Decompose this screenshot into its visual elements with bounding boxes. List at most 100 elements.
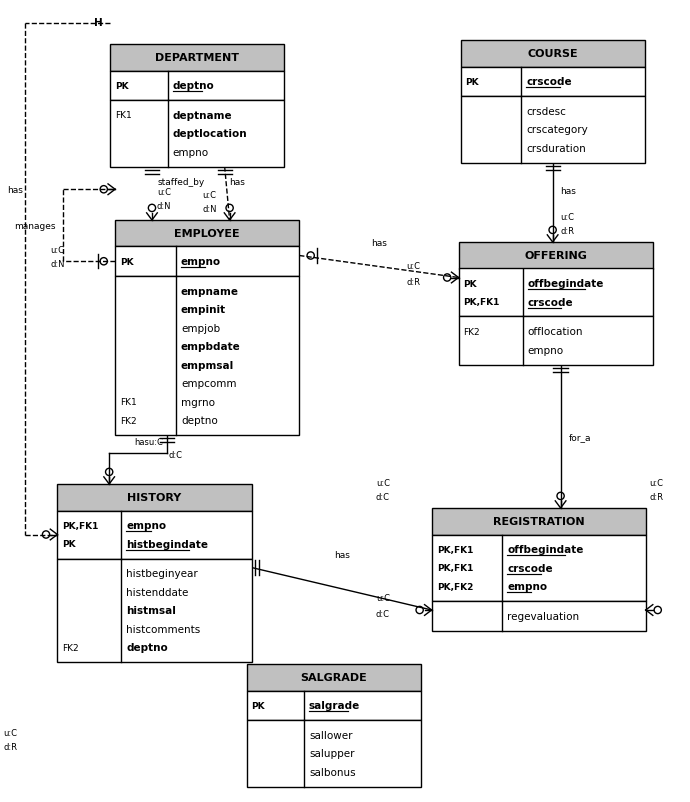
Text: empno: empno xyxy=(181,257,221,267)
Bar xyxy=(432,508,646,535)
Text: d:R: d:R xyxy=(3,742,17,751)
Text: u:C: u:C xyxy=(203,191,217,200)
Text: PK: PK xyxy=(120,257,134,266)
Text: offlocation: offlocation xyxy=(528,327,583,337)
Text: for_a: for_a xyxy=(569,432,591,441)
Text: u:C: u:C xyxy=(376,479,390,488)
Text: histenddate: histenddate xyxy=(126,587,189,597)
Text: d:R: d:R xyxy=(406,277,421,286)
Text: H: H xyxy=(95,18,103,28)
Text: has: has xyxy=(230,177,246,187)
Bar xyxy=(246,720,421,787)
Text: u:C: u:C xyxy=(560,213,575,222)
Text: PK: PK xyxy=(252,701,265,710)
Text: hasu:C: hasu:C xyxy=(134,438,163,447)
Text: FK2: FK2 xyxy=(62,643,79,652)
Text: SALGRADE: SALGRADE xyxy=(300,672,367,683)
Text: d:N: d:N xyxy=(203,205,217,214)
Text: has: has xyxy=(334,551,350,560)
Bar xyxy=(246,664,421,691)
Bar xyxy=(432,535,646,602)
Text: histbegindate: histbegindate xyxy=(126,539,208,549)
Text: histbeginyear: histbeginyear xyxy=(126,569,198,578)
Text: empname: empname xyxy=(181,286,239,297)
Text: d:R: d:R xyxy=(650,493,664,502)
Text: u:C: u:C xyxy=(50,245,64,254)
Text: d:C: d:C xyxy=(376,493,390,502)
Bar xyxy=(460,97,644,164)
Text: staffed_by: staffed_by xyxy=(158,177,205,187)
Bar xyxy=(110,101,284,168)
Bar xyxy=(110,71,284,101)
Bar xyxy=(110,45,284,71)
Text: u:C: u:C xyxy=(406,261,421,270)
Text: empjob: empjob xyxy=(181,323,220,334)
Text: PK: PK xyxy=(115,82,129,91)
Text: deptname: deptname xyxy=(172,111,233,120)
Text: deptlocation: deptlocation xyxy=(172,129,247,139)
Text: PK: PK xyxy=(62,540,76,549)
Text: sallower: sallower xyxy=(309,730,353,739)
Text: empbdate: empbdate xyxy=(181,342,241,352)
Text: d:C: d:C xyxy=(376,610,390,618)
Text: crsduration: crsduration xyxy=(526,144,586,153)
Text: empno: empno xyxy=(528,346,564,355)
Bar xyxy=(115,277,299,435)
Text: FK2: FK2 xyxy=(120,416,137,425)
Text: OFFERING: OFFERING xyxy=(524,251,587,261)
Text: HISTORY: HISTORY xyxy=(128,492,181,503)
Text: empno: empno xyxy=(172,148,209,157)
Text: PK,FK1: PK,FK1 xyxy=(437,545,473,554)
Bar xyxy=(115,221,299,247)
Text: has: has xyxy=(371,239,387,248)
Bar xyxy=(459,269,653,317)
Text: crsdesc: crsdesc xyxy=(526,107,566,116)
Text: offbegindate: offbegindate xyxy=(507,545,584,554)
Text: PK: PK xyxy=(466,78,479,87)
Text: PK,FK1: PK,FK1 xyxy=(62,521,99,530)
Text: regevaluation: regevaluation xyxy=(507,611,580,621)
Text: empcomm: empcomm xyxy=(181,379,237,389)
Text: PK,FK2: PK,FK2 xyxy=(437,582,473,591)
Bar xyxy=(432,602,646,630)
Text: has: has xyxy=(560,187,576,196)
Bar xyxy=(460,41,644,67)
Text: d:R: d:R xyxy=(560,227,575,237)
Text: empmsal: empmsal xyxy=(181,360,234,371)
Text: FK2: FK2 xyxy=(464,327,480,336)
Text: histmsal: histmsal xyxy=(126,606,177,615)
Text: crscode: crscode xyxy=(507,563,553,573)
Text: deptno: deptno xyxy=(126,642,168,653)
Bar xyxy=(57,511,252,559)
Text: REGISTRATION: REGISTRATION xyxy=(493,516,584,527)
Text: d:C: d:C xyxy=(169,451,183,460)
Bar xyxy=(57,559,252,662)
Text: empno: empno xyxy=(507,581,547,592)
Text: salgrade: salgrade xyxy=(309,700,360,711)
Text: empinit: empinit xyxy=(181,305,226,315)
Text: crscode: crscode xyxy=(528,298,573,307)
Text: FK1: FK1 xyxy=(115,111,132,120)
Text: mgrno: mgrno xyxy=(181,397,215,407)
Text: has: has xyxy=(7,185,23,195)
Text: COURSE: COURSE xyxy=(527,49,578,59)
Text: u:C: u:C xyxy=(376,593,390,603)
Bar xyxy=(459,317,653,365)
Text: empno: empno xyxy=(126,520,166,531)
Bar xyxy=(246,691,421,720)
Text: d:N: d:N xyxy=(157,202,171,211)
Text: manages: manages xyxy=(14,221,55,230)
Text: FK1: FK1 xyxy=(120,398,137,407)
Text: u:C: u:C xyxy=(157,188,171,197)
Text: offbegindate: offbegindate xyxy=(528,279,604,289)
Text: deptno: deptno xyxy=(172,81,215,91)
Bar xyxy=(57,484,252,511)
Text: PK,FK1: PK,FK1 xyxy=(437,564,473,573)
Text: crscode: crscode xyxy=(526,77,572,87)
Text: crscategory: crscategory xyxy=(526,125,588,135)
Bar xyxy=(459,243,653,269)
Bar xyxy=(460,67,644,97)
Text: PK,FK1: PK,FK1 xyxy=(464,298,500,307)
Text: u:C: u:C xyxy=(650,479,664,488)
Text: salupper: salupper xyxy=(309,748,355,759)
